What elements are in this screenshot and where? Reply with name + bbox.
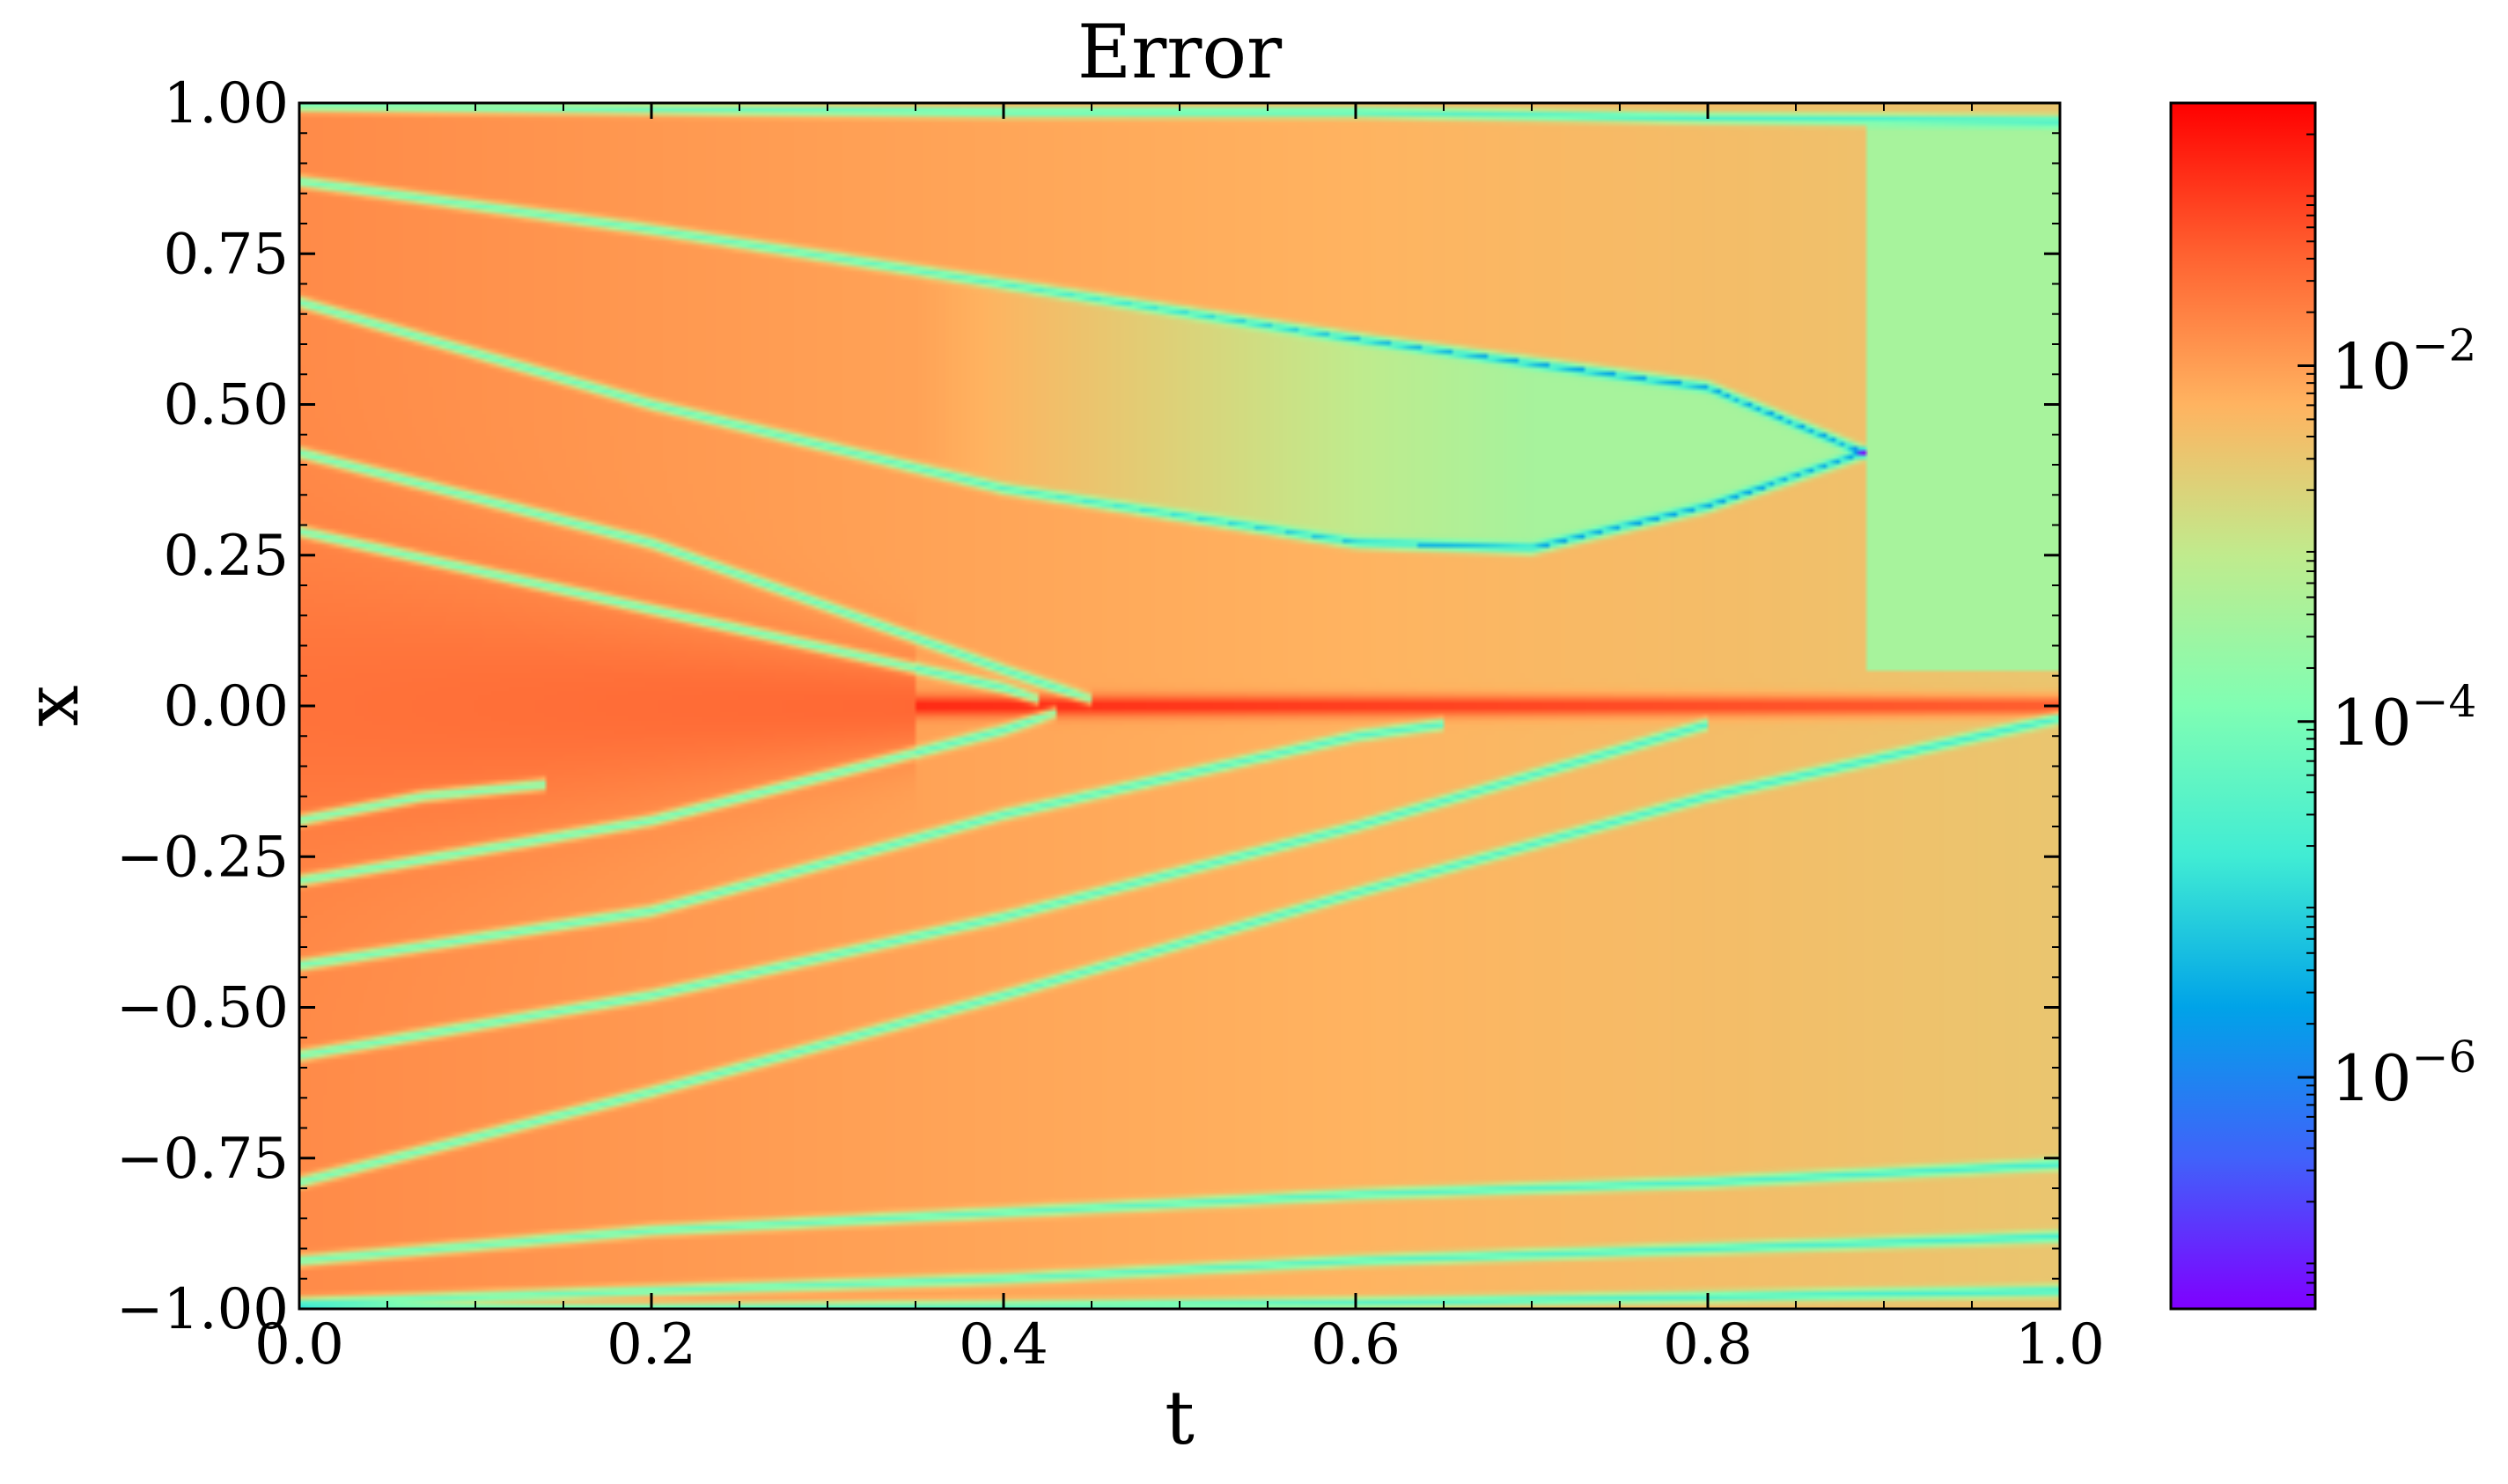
colorbar-tick-label: 10−6	[2331, 1032, 2476, 1115]
y-tick-label: 0.00	[164, 674, 290, 739]
x-tick-label: 0.2	[607, 1312, 696, 1377]
y-tick-label: −0.75	[116, 1127, 289, 1192]
x-tick-label: 0.8	[1663, 1312, 1753, 1377]
heatmap-image	[299, 103, 2060, 1309]
x-axis-ticks: 0.0 0.2 0.4 0.6 0.8 1.0	[254, 103, 2105, 1377]
y-axis-title: x	[9, 685, 95, 726]
y-tick-label: 0.25	[164, 524, 290, 589]
colorbar	[2169, 101, 2317, 1311]
x-axis-title: t	[1165, 1375, 1195, 1461]
x-tick-label: 0.0	[254, 1312, 344, 1377]
y-tick-label: −0.25	[116, 825, 289, 890]
y-tick-label: 1.00	[164, 71, 290, 136]
x-tick-label: 1.0	[2015, 1312, 2105, 1377]
y-tick-label: 0.50	[164, 373, 290, 438]
y-tick-label: −0.50	[116, 976, 289, 1041]
y-axis-ticks: 1.00 0.75 0.50 0.25 0.00 −0.25 −0.50 −0.75 −1.00	[116, 71, 2060, 1342]
colorbar-tick-label: 10−4	[2331, 676, 2476, 760]
x-tick-label: 0.4	[959, 1312, 1048, 1377]
chart-title: Error	[1077, 9, 1283, 95]
colorbar-ticks: 10−2 10−4 10−6	[2298, 133, 2476, 1310]
y-tick-label: 0.75	[164, 222, 290, 287]
plot-area	[299, 103, 2060, 1309]
x-tick-label: 0.6	[1311, 1312, 1401, 1377]
y-tick-label: −1.00	[116, 1277, 289, 1342]
colorbar-tick-label: 10−2	[2331, 320, 2476, 404]
